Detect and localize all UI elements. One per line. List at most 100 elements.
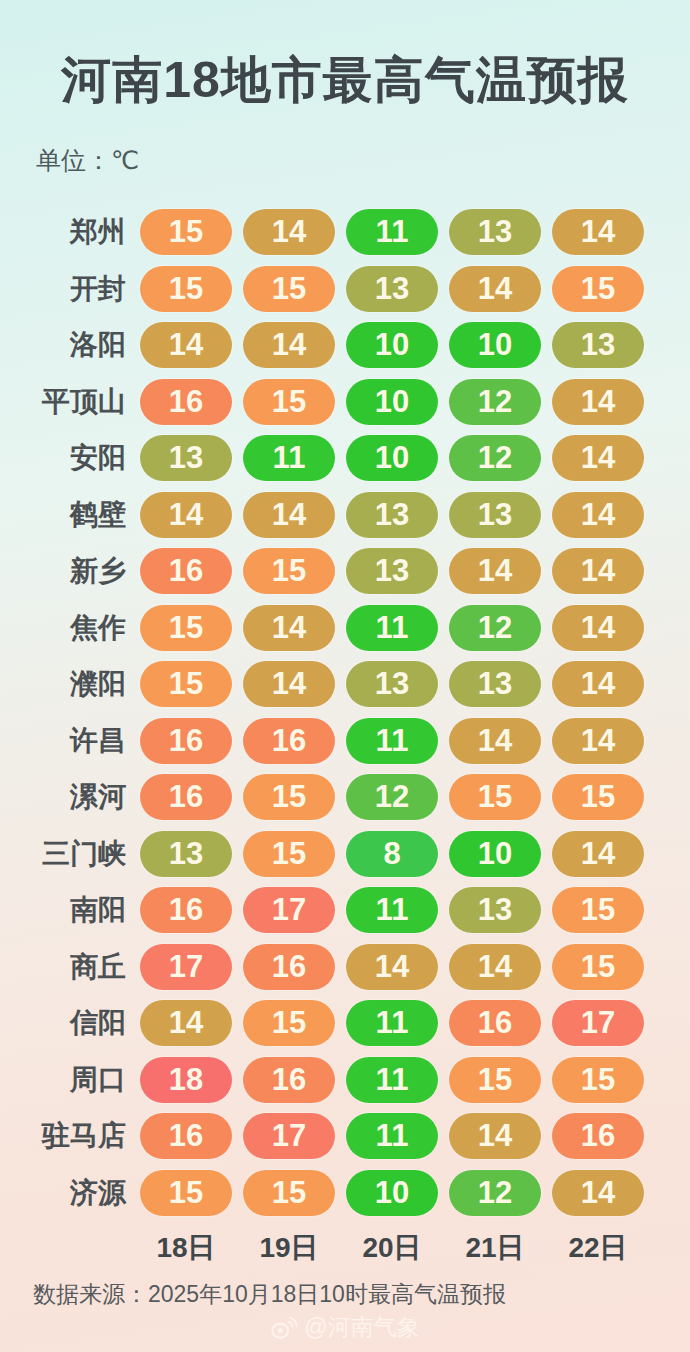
temp-pill: 11 — [346, 605, 438, 651]
temp-pill: 16 — [140, 774, 232, 820]
temp-pill: 15 — [552, 774, 644, 820]
temp-pill: 16 — [140, 548, 232, 594]
temp-pill: 14 — [552, 435, 644, 481]
city-label: 许昌 — [0, 722, 126, 760]
temp-pill: 17 — [243, 1113, 335, 1159]
table-row: 驻马店1617111416 — [0, 1108, 690, 1165]
temp-pill: 14 — [449, 1113, 541, 1159]
temp-pill: 14 — [449, 548, 541, 594]
date-header: 20日 — [346, 1229, 438, 1267]
temp-pill: 12 — [346, 774, 438, 820]
table-row: 新乡1615131414 — [0, 543, 690, 600]
temp-pill: 16 — [243, 944, 335, 990]
temp-pill: 14 — [449, 266, 541, 312]
page-title: 河南18地市最高气温预报 — [0, 47, 690, 114]
unit-label: 单位：℃ — [36, 144, 139, 177]
temp-pill: 17 — [140, 944, 232, 990]
temperature-table: 郑州1514111314开封1515131415洛阳1414101013平顶山1… — [0, 204, 690, 1221]
temp-pill: 14 — [140, 492, 232, 538]
temp-pill: 16 — [449, 1000, 541, 1046]
table-row: 濮阳1514131314 — [0, 656, 690, 713]
temp-pill: 15 — [140, 266, 232, 312]
temp-pill: 14 — [449, 944, 541, 990]
temp-pill: 15 — [243, 1000, 335, 1046]
temp-pill: 15 — [552, 266, 644, 312]
temp-pill: 15 — [243, 266, 335, 312]
temp-pill: 17 — [243, 887, 335, 933]
temp-pill: 13 — [449, 887, 541, 933]
table-row: 济源1515101214 — [0, 1165, 690, 1222]
table-row: 许昌1616111414 — [0, 713, 690, 770]
temp-pill: 16 — [243, 718, 335, 764]
temp-pill: 13 — [346, 266, 438, 312]
temp-pill: 14 — [243, 605, 335, 651]
date-header: 22日 — [552, 1229, 644, 1267]
temp-pill: 11 — [346, 1113, 438, 1159]
city-label: 漯河 — [0, 778, 126, 816]
temp-pill: 12 — [449, 1170, 541, 1216]
table-row: 三门峡131581014 — [0, 826, 690, 883]
table-row: 洛阳1414101013 — [0, 317, 690, 374]
temp-pill: 13 — [552, 322, 644, 368]
temp-pill: 11 — [346, 718, 438, 764]
temp-pill: 11 — [346, 1000, 438, 1046]
temp-pill: 12 — [449, 379, 541, 425]
table-row: 鹤壁1414131314 — [0, 487, 690, 544]
temp-pill: 14 — [552, 492, 644, 538]
table-row: 信阳1415111617 — [0, 995, 690, 1052]
table-row: 周口1816111515 — [0, 1052, 690, 1109]
temp-pill: 8 — [346, 831, 438, 877]
temp-pill: 13 — [140, 435, 232, 481]
city-label: 商丘 — [0, 948, 126, 986]
temp-pill: 13 — [449, 661, 541, 707]
temp-pill: 10 — [449, 322, 541, 368]
temp-pill: 18 — [140, 1057, 232, 1103]
city-label: 周口 — [0, 1061, 126, 1099]
temp-pill: 14 — [552, 379, 644, 425]
temp-pill: 14 — [449, 718, 541, 764]
city-label: 安阳 — [0, 439, 126, 477]
temp-pill: 11 — [243, 435, 335, 481]
city-label: 焦作 — [0, 609, 126, 647]
temp-pill: 14 — [140, 1000, 232, 1046]
temp-pill: 15 — [449, 1057, 541, 1103]
temp-pill: 14 — [243, 322, 335, 368]
temp-pill: 10 — [346, 435, 438, 481]
table-row: 平顶山1615101214 — [0, 374, 690, 431]
temp-pill: 15 — [449, 774, 541, 820]
table-row: 漯河1615121515 — [0, 769, 690, 826]
weibo-icon — [270, 1315, 298, 1340]
temp-pill: 11 — [346, 209, 438, 255]
temp-pill: 14 — [346, 944, 438, 990]
temp-pill: 12 — [449, 435, 541, 481]
temp-pill: 10 — [346, 379, 438, 425]
temp-pill: 13 — [346, 492, 438, 538]
table-row: 南阳1617111315 — [0, 882, 690, 939]
city-label: 濮阳 — [0, 665, 126, 703]
temp-pill: 13 — [346, 548, 438, 594]
city-label: 南阳 — [0, 891, 126, 929]
temp-pill: 15 — [552, 887, 644, 933]
temp-pill: 15 — [243, 548, 335, 594]
date-header: 19日 — [243, 1229, 335, 1267]
city-label: 洛阳 — [0, 326, 126, 364]
temp-pill: 13 — [140, 831, 232, 877]
temp-pill: 15 — [243, 774, 335, 820]
temp-pill: 14 — [140, 322, 232, 368]
temp-pill: 12 — [449, 605, 541, 651]
temp-pill: 14 — [552, 605, 644, 651]
date-header: 21日 — [449, 1229, 541, 1267]
temp-pill: 14 — [552, 209, 644, 255]
temp-pill: 14 — [243, 209, 335, 255]
city-label: 郑州 — [0, 213, 126, 251]
city-label: 三门峡 — [0, 835, 126, 873]
date-header: 18日 — [140, 1229, 232, 1267]
temp-pill: 14 — [552, 1170, 644, 1216]
city-label: 鹤壁 — [0, 496, 126, 534]
temp-pill: 16 — [243, 1057, 335, 1103]
temp-pill: 15 — [552, 1057, 644, 1103]
temp-pill: 16 — [552, 1113, 644, 1159]
temp-pill: 14 — [552, 661, 644, 707]
temp-pill: 16 — [140, 379, 232, 425]
temp-pill: 16 — [140, 1113, 232, 1159]
